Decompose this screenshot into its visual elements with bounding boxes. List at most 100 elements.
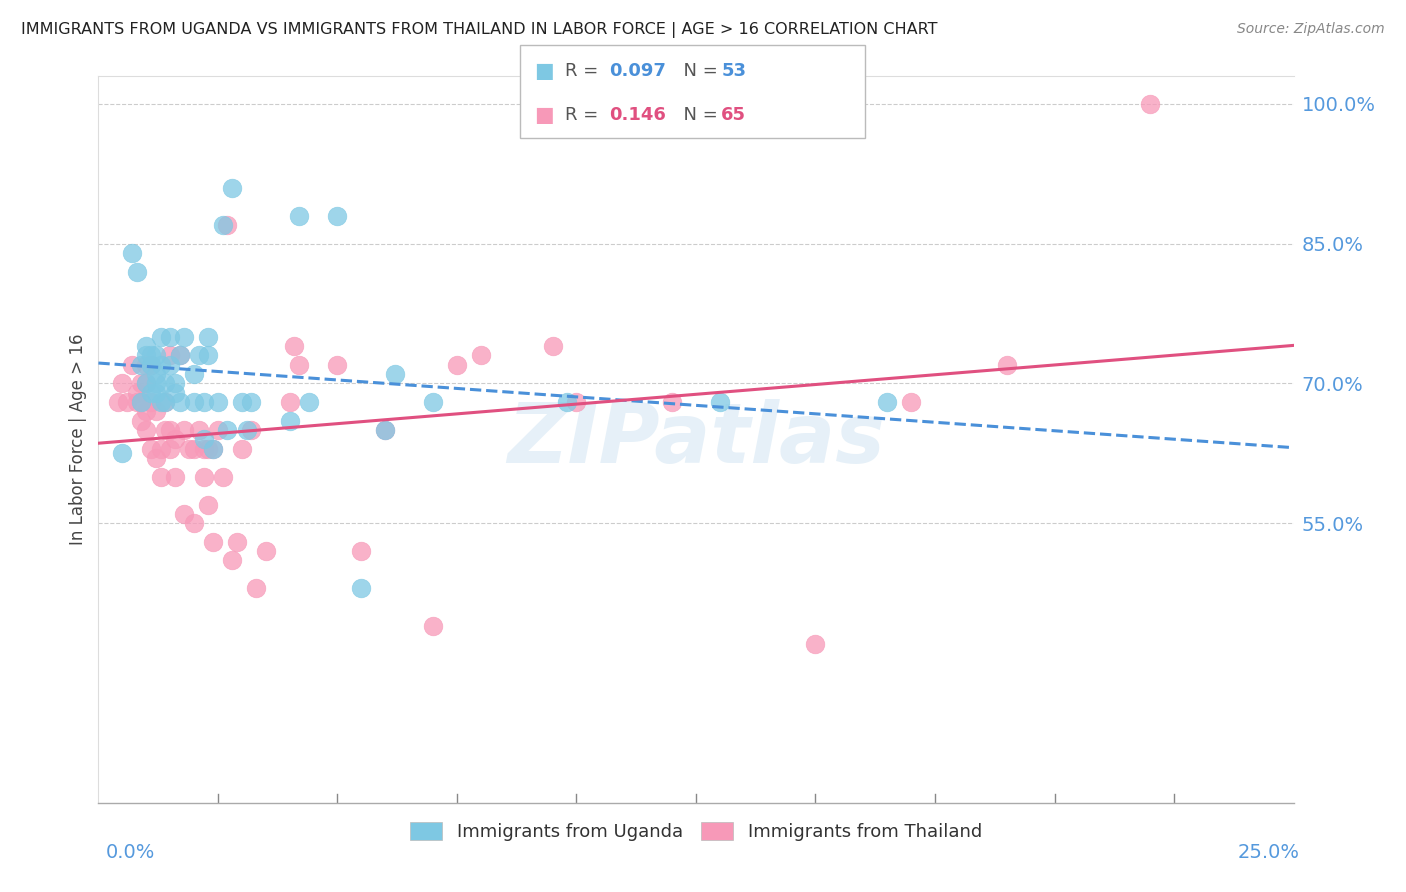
Point [202, 442, 225, 456]
Point [288, 358, 311, 372]
Point [159, 330, 181, 344]
Text: N =: N = [672, 62, 724, 79]
Point [135, 358, 157, 372]
Point [111, 376, 134, 391]
Point [555, 395, 578, 409]
Point [145, 450, 167, 465]
Point [121, 358, 143, 372]
Point [183, 395, 205, 409]
Point [169, 348, 191, 362]
Point [183, 367, 205, 381]
Point [900, 395, 922, 409]
Point [374, 423, 396, 437]
Point [163, 469, 186, 483]
Point [202, 442, 225, 456]
Point [197, 442, 219, 456]
Point [155, 395, 177, 409]
Text: 0.146: 0.146 [609, 106, 665, 124]
Point [149, 358, 172, 372]
Point [202, 534, 225, 549]
Text: R =: R = [565, 62, 605, 79]
Point [283, 339, 305, 353]
Point [245, 582, 267, 596]
Point [159, 358, 181, 372]
Point [254, 544, 277, 558]
Point [163, 433, 186, 447]
Point [159, 423, 181, 437]
Point [187, 423, 209, 437]
Point [217, 423, 239, 437]
Text: ■: ■ [534, 105, 554, 125]
Text: Source: ZipAtlas.com: Source: ZipAtlas.com [1237, 22, 1385, 37]
Point [115, 395, 138, 409]
Point [125, 395, 148, 409]
Point [226, 534, 249, 549]
Point [149, 469, 172, 483]
Point [111, 446, 134, 460]
Point [149, 442, 172, 456]
Point [149, 395, 172, 409]
Point [159, 348, 181, 362]
Point [1139, 96, 1161, 111]
Point [135, 404, 157, 418]
Text: 0.0%: 0.0% [105, 843, 155, 862]
Point [145, 367, 167, 381]
Point [131, 414, 153, 428]
Point [422, 395, 444, 409]
Text: N =: N = [672, 106, 724, 124]
Point [207, 395, 229, 409]
Point [876, 395, 898, 409]
Text: ■: ■ [534, 61, 554, 81]
Point [107, 395, 129, 409]
Point [211, 218, 233, 232]
Text: 65: 65 [721, 106, 747, 124]
Point [709, 395, 731, 409]
Text: IMMIGRANTS FROM UGANDA VS IMMIGRANTS FROM THAILAND IN LABOR FORCE | AGE > 16 COR: IMMIGRANTS FROM UGANDA VS IMMIGRANTS FRO… [21, 22, 938, 38]
Point [207, 423, 229, 437]
Point [804, 637, 827, 651]
Point [350, 582, 373, 596]
Point [240, 395, 263, 409]
Point [183, 516, 205, 531]
Point [139, 358, 162, 372]
Point [155, 395, 177, 409]
Point [135, 339, 157, 353]
Point [235, 423, 257, 437]
Point [173, 507, 195, 521]
Point [155, 376, 177, 391]
Point [470, 348, 492, 362]
Point [350, 544, 373, 558]
Point [139, 395, 162, 409]
Point [135, 423, 157, 437]
Point [131, 395, 153, 409]
Point [163, 376, 186, 391]
Text: ZIPatlas: ZIPatlas [508, 399, 884, 480]
Point [193, 469, 215, 483]
Point [298, 395, 321, 409]
Point [422, 618, 444, 632]
Point [197, 330, 219, 344]
Point [149, 330, 172, 344]
Point [179, 442, 201, 456]
Y-axis label: In Labor Force | Age > 16: In Labor Force | Age > 16 [69, 334, 87, 545]
Point [211, 469, 233, 483]
Point [135, 376, 157, 391]
Point [217, 218, 239, 232]
Point [125, 264, 148, 278]
Point [173, 330, 195, 344]
Point [159, 442, 181, 456]
Point [145, 376, 167, 391]
Point [131, 376, 153, 391]
Point [187, 348, 209, 362]
Point [288, 209, 311, 223]
Point [121, 246, 143, 260]
Point [326, 358, 349, 372]
Point [384, 367, 406, 381]
Point [565, 395, 588, 409]
Point [278, 395, 301, 409]
Point [193, 395, 215, 409]
Text: 0.097: 0.097 [609, 62, 665, 79]
Point [193, 442, 215, 456]
Point [446, 358, 468, 372]
Point [193, 433, 215, 447]
